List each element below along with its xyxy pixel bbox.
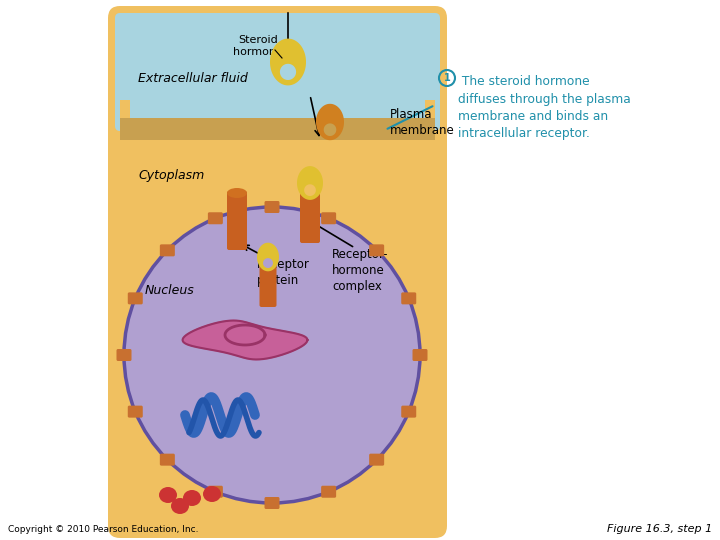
Polygon shape: [130, 25, 425, 118]
FancyBboxPatch shape: [413, 349, 428, 361]
Polygon shape: [304, 184, 316, 196]
FancyBboxPatch shape: [264, 497, 279, 509]
Polygon shape: [316, 104, 344, 140]
Ellipse shape: [183, 490, 201, 506]
Text: Receptor
protein: Receptor protein: [257, 258, 310, 287]
Text: Copyright © 2010 Pearson Education, Inc.: Copyright © 2010 Pearson Education, Inc.: [8, 525, 199, 534]
Ellipse shape: [300, 188, 320, 198]
Circle shape: [124, 207, 420, 503]
Polygon shape: [120, 100, 435, 130]
Polygon shape: [280, 64, 296, 80]
Text: Receptor-
hormone
complex: Receptor- hormone complex: [332, 248, 389, 293]
FancyBboxPatch shape: [127, 292, 143, 305]
FancyBboxPatch shape: [108, 6, 447, 538]
FancyBboxPatch shape: [401, 406, 416, 417]
Ellipse shape: [203, 486, 221, 502]
Polygon shape: [183, 321, 307, 360]
FancyBboxPatch shape: [264, 201, 279, 213]
Ellipse shape: [227, 188, 247, 198]
FancyBboxPatch shape: [369, 244, 384, 256]
FancyBboxPatch shape: [300, 191, 320, 243]
FancyBboxPatch shape: [127, 406, 143, 417]
Text: Steroid
hormone: Steroid hormone: [233, 35, 283, 57]
Polygon shape: [257, 242, 279, 271]
Polygon shape: [297, 166, 323, 200]
Text: The steroid hormone
diffuses through the plasma
membrane and binds an
intracellu: The steroid hormone diffuses through the…: [458, 75, 631, 140]
FancyBboxPatch shape: [208, 486, 223, 498]
Ellipse shape: [259, 260, 276, 270]
Text: Nucleus: Nucleus: [145, 284, 194, 296]
FancyBboxPatch shape: [369, 454, 384, 465]
FancyBboxPatch shape: [321, 212, 336, 224]
FancyBboxPatch shape: [401, 292, 416, 305]
Text: Figure 16.3, step 1: Figure 16.3, step 1: [607, 524, 712, 534]
FancyBboxPatch shape: [208, 212, 223, 224]
FancyBboxPatch shape: [117, 349, 132, 361]
Text: Extracellular fluid: Extracellular fluid: [138, 71, 248, 84]
Polygon shape: [324, 124, 336, 136]
Ellipse shape: [159, 487, 177, 503]
FancyBboxPatch shape: [160, 454, 175, 465]
Ellipse shape: [171, 498, 189, 514]
Text: Cytoplasm: Cytoplasm: [138, 168, 204, 181]
FancyBboxPatch shape: [321, 486, 336, 498]
FancyBboxPatch shape: [160, 244, 175, 256]
FancyBboxPatch shape: [259, 263, 276, 307]
Text: 1: 1: [444, 73, 451, 83]
Polygon shape: [270, 38, 306, 85]
Text: Plasma
membrane: Plasma membrane: [390, 108, 455, 137]
Polygon shape: [263, 258, 273, 268]
FancyBboxPatch shape: [115, 13, 440, 131]
Polygon shape: [120, 118, 435, 140]
FancyBboxPatch shape: [227, 191, 247, 250]
